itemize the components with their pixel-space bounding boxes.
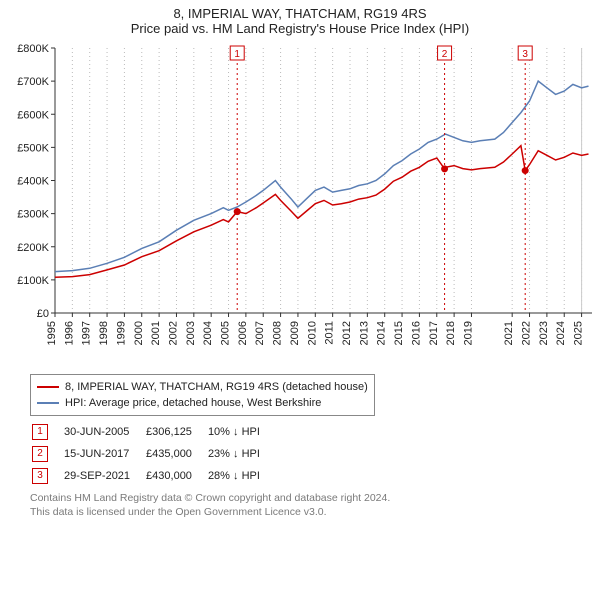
svg-text:£0: £0	[37, 308, 49, 320]
marker-date: 15-JUN-2017	[64, 444, 144, 464]
svg-text:2001: 2001	[150, 321, 162, 345]
svg-text:3: 3	[522, 49, 528, 60]
marker-date: 30-JUN-2005	[64, 422, 144, 442]
svg-text:2014: 2014	[376, 321, 388, 345]
svg-text:1998: 1998	[98, 321, 110, 345]
marker-price: £435,000	[146, 444, 206, 464]
legend: 8, IMPERIAL WAY, THATCHAM, RG19 4RS (det…	[30, 374, 375, 416]
svg-text:2025: 2025	[573, 321, 585, 345]
svg-text:2007: 2007	[254, 321, 266, 345]
marker-badge: 2	[32, 446, 48, 462]
svg-text:2018: 2018	[445, 321, 457, 345]
svg-text:2006: 2006	[237, 321, 249, 345]
legend-item: 8, IMPERIAL WAY, THATCHAM, RG19 4RS (det…	[37, 379, 368, 395]
marker-badge: 1	[32, 424, 48, 440]
legend-swatch	[37, 402, 59, 404]
svg-text:2003: 2003	[185, 321, 197, 345]
svg-text:1997: 1997	[81, 321, 93, 345]
svg-text:2004: 2004	[202, 321, 214, 345]
title-line1: 8, IMPERIAL WAY, THATCHAM, RG19 4RS	[4, 6, 596, 21]
marker-price: £430,000	[146, 466, 206, 486]
legend-label: HPI: Average price, detached house, West…	[65, 397, 321, 409]
marker-badge: 3	[32, 468, 48, 484]
svg-text:£100K: £100K	[17, 275, 49, 287]
svg-text:£300K: £300K	[17, 209, 49, 221]
svg-text:2012: 2012	[341, 321, 353, 345]
svg-text:2011: 2011	[324, 321, 336, 345]
svg-text:1996: 1996	[63, 321, 75, 345]
svg-text:2009: 2009	[289, 321, 301, 345]
legend-label: 8, IMPERIAL WAY, THATCHAM, RG19 4RS (det…	[65, 381, 368, 393]
marker-delta: 10% ↓ HPI	[208, 422, 274, 442]
marker-date: 29-SEP-2021	[64, 466, 144, 486]
svg-text:1995: 1995	[46, 321, 58, 345]
svg-text:2: 2	[442, 49, 448, 60]
svg-text:2017: 2017	[428, 321, 440, 345]
svg-text:2002: 2002	[167, 321, 179, 345]
table-row: 1 30-JUN-2005 £306,125 10% ↓ HPI	[32, 422, 274, 442]
svg-text:2005: 2005	[220, 321, 232, 345]
legend-swatch	[37, 386, 59, 388]
svg-text:1999: 1999	[115, 321, 127, 345]
svg-text:2021: 2021	[503, 321, 515, 345]
svg-text:2010: 2010	[306, 321, 318, 345]
title-line2: Price paid vs. HM Land Registry's House …	[4, 21, 596, 36]
svg-text:2023: 2023	[538, 321, 550, 345]
svg-text:2022: 2022	[521, 321, 533, 345]
legend-item: HPI: Average price, detached house, West…	[37, 395, 368, 411]
markers-table: 1 30-JUN-2005 £306,125 10% ↓ HPI 2 15-JU…	[30, 420, 276, 488]
svg-text:£400K: £400K	[17, 176, 49, 188]
footer-line1: Contains HM Land Registry data © Crown c…	[30, 492, 592, 506]
footer-line2: This data is licensed under the Open Gov…	[30, 506, 592, 520]
svg-text:2008: 2008	[272, 321, 284, 345]
svg-text:£700K: £700K	[17, 76, 49, 88]
svg-text:2000: 2000	[133, 321, 145, 345]
svg-text:£500K: £500K	[17, 142, 49, 154]
table-row: 3 29-SEP-2021 £430,000 28% ↓ HPI	[32, 466, 274, 486]
marker-delta: 28% ↓ HPI	[208, 466, 274, 486]
svg-text:£200K: £200K	[17, 242, 49, 254]
svg-text:2019: 2019	[462, 321, 474, 345]
footer-note: Contains HM Land Registry data © Crown c…	[30, 492, 592, 519]
table-row: 2 15-JUN-2017 £435,000 23% ↓ HPI	[32, 444, 274, 464]
svg-text:2024: 2024	[555, 321, 567, 345]
svg-text:£600K: £600K	[17, 109, 49, 121]
chart-title-block: 8, IMPERIAL WAY, THATCHAM, RG19 4RS Pric…	[0, 0, 600, 38]
chart-svg: £0 £100K £200K £300K £400K £500K £600K £700K £80…	[0, 38, 600, 368]
chart-area: £0 £100K £200K £300K £400K £500K £600K £700K £80…	[0, 38, 600, 368]
marker-price: £306,125	[146, 422, 206, 442]
svg-text:2015: 2015	[393, 321, 405, 345]
svg-text:£800K: £800K	[17, 43, 49, 55]
marker-delta: 23% ↓ HPI	[208, 444, 274, 464]
svg-text:1: 1	[234, 49, 240, 60]
svg-text:2016: 2016	[410, 321, 422, 345]
svg-text:2013: 2013	[358, 321, 370, 345]
